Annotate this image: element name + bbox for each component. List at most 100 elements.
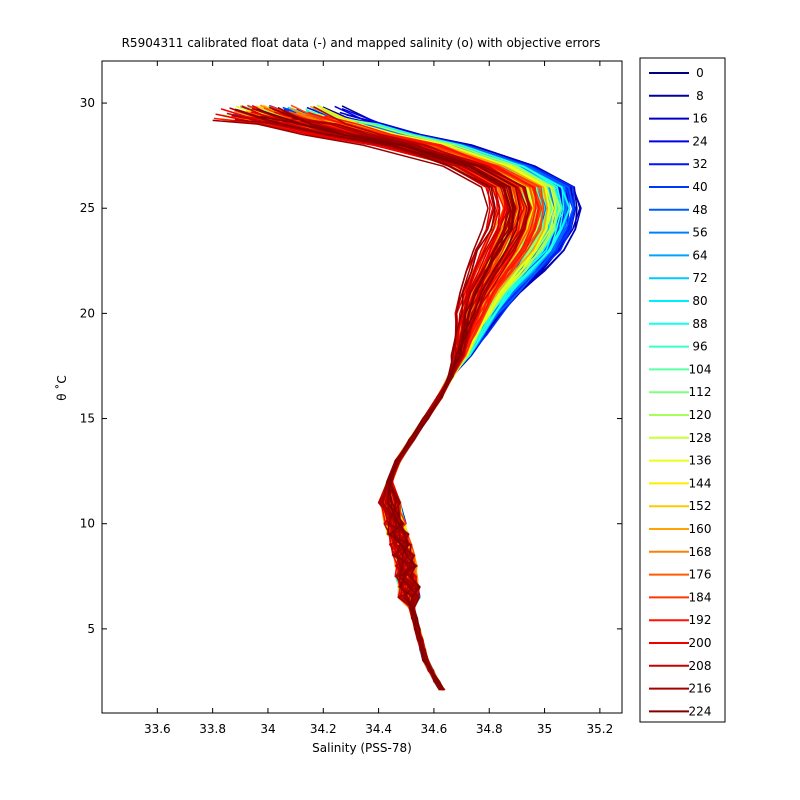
legend-label: 56	[692, 226, 707, 240]
profile-line	[233, 113, 528, 691]
legend-label: 32	[692, 157, 707, 171]
x-tick-label: 34.6	[421, 722, 448, 736]
legend-label: 104	[689, 362, 712, 376]
profile-line	[222, 114, 511, 691]
legend-label: 16	[692, 112, 707, 126]
legend-label: 168	[689, 545, 712, 559]
profile-line	[231, 115, 520, 691]
legend-label: 176	[689, 568, 712, 582]
x-tick-label: 33.8	[199, 722, 226, 736]
y-tick-label: 30	[80, 96, 95, 110]
profile-line	[243, 119, 520, 691]
legend-label: 144	[689, 476, 712, 490]
legend-label: 152	[689, 499, 712, 513]
profile-line	[241, 105, 509, 691]
legend-label: 72	[692, 271, 707, 285]
profile-line	[223, 119, 516, 691]
legend-label: 24	[692, 134, 707, 148]
profile-line	[250, 111, 517, 691]
legend-label: 40	[692, 180, 707, 194]
chart-title: R5904311 calibrated float data (-) and m…	[122, 36, 601, 50]
legend-label: 216	[689, 682, 712, 696]
profile-line	[226, 112, 509, 691]
profile-line	[277, 109, 491, 691]
profile-line	[264, 111, 494, 691]
profile-line	[267, 119, 519, 691]
profile-line	[224, 119, 519, 691]
profile-line	[244, 115, 531, 691]
profile-line	[273, 117, 528, 691]
profile-line	[300, 115, 536, 691]
legend-label: 96	[692, 340, 707, 354]
profile-line	[236, 121, 516, 691]
profile-line	[249, 111, 544, 691]
legend-box	[639, 57, 726, 723]
profile-line	[262, 104, 517, 691]
x-tick-label: 34	[260, 722, 275, 736]
profile-line	[251, 107, 530, 691]
profile-line	[229, 107, 514, 691]
profile-line	[251, 104, 500, 691]
profile-line	[295, 117, 510, 691]
legend-label: 160	[689, 522, 712, 536]
profile-line	[212, 119, 489, 691]
y-tick-label: 10	[80, 517, 95, 531]
legend-label: 8	[696, 89, 704, 103]
y-tick-label: 20	[80, 306, 95, 320]
profile-lines	[212, 104, 582, 691]
profile-line	[274, 120, 515, 691]
legend-label: 224	[689, 704, 712, 718]
profile-line	[260, 115, 515, 691]
profile-line	[240, 117, 507, 691]
legend-label: 112	[689, 385, 712, 399]
profile-line	[221, 118, 501, 691]
profile-line	[271, 114, 508, 691]
profile-line	[292, 109, 515, 691]
profile-line	[288, 110, 512, 691]
legend-label: 200	[689, 636, 712, 650]
profile-line	[231, 115, 501, 691]
profile-line	[282, 121, 523, 691]
legend-label: 184	[689, 590, 712, 604]
y-tick-label: 15	[80, 412, 95, 426]
profile-line	[235, 105, 530, 691]
profile-line	[301, 120, 517, 691]
x-tick-label: 35.2	[587, 722, 614, 736]
profile-line	[255, 108, 523, 691]
profile-line	[291, 117, 515, 691]
legend-label: 208	[689, 659, 712, 673]
profile-line	[213, 117, 505, 691]
legend-label: 192	[689, 613, 712, 627]
profile-line	[258, 110, 528, 691]
legend-label: 136	[689, 454, 712, 468]
x-axis-label: Salinity (PSS-78)	[312, 741, 412, 755]
y-tick-label: 25	[80, 201, 95, 215]
profile-line	[248, 117, 540, 691]
legend-label: 120	[689, 408, 712, 422]
legend-label: 128	[689, 431, 712, 445]
profile-line	[246, 110, 522, 691]
profile-line	[251, 108, 514, 691]
profile-line	[260, 121, 525, 691]
profile-line	[282, 110, 515, 691]
plot-area-frame	[101, 60, 623, 714]
profile-line	[232, 119, 512, 691]
profile-line	[250, 106, 530, 691]
profile-line	[246, 116, 506, 691]
y-axis-ticks: 5 10 15 20 25 30	[80, 96, 622, 636]
x-tick-label: 35	[537, 722, 552, 736]
profile-line	[281, 110, 521, 691]
profile-line	[272, 108, 516, 691]
legend-label: 48	[692, 203, 707, 217]
profile-line	[250, 120, 541, 691]
profile-line	[215, 113, 498, 691]
profile-line	[277, 106, 496, 691]
profile-line	[263, 114, 505, 691]
profile-line	[263, 107, 531, 691]
profile-line	[250, 111, 531, 691]
profile-line	[256, 108, 521, 691]
x-tick-label: 33.6	[144, 722, 171, 736]
profile-line	[240, 104, 504, 691]
profile-line	[249, 118, 528, 691]
profile-line	[230, 115, 524, 691]
